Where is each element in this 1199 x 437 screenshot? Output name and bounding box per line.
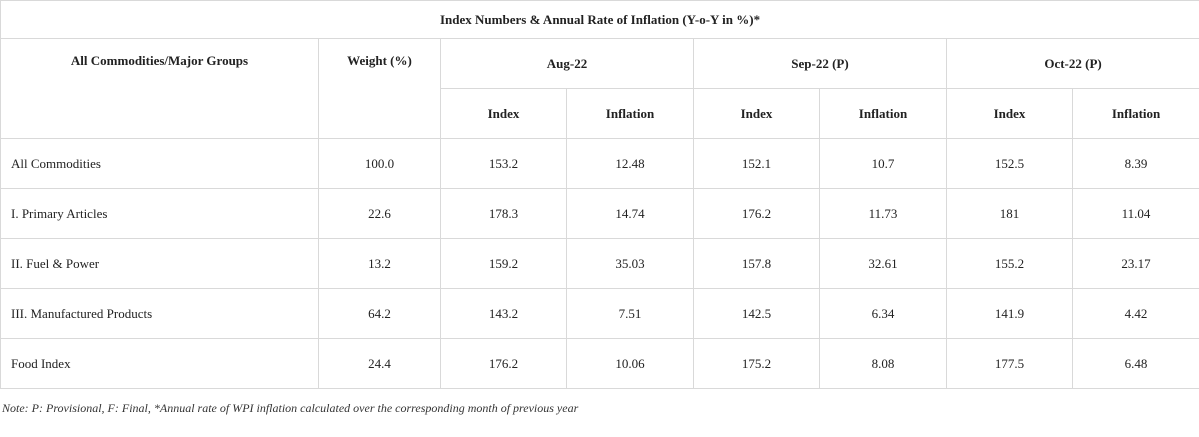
aug-index-cell: 159.2 bbox=[440, 238, 567, 289]
oct-index-cell: 181 bbox=[946, 188, 1073, 239]
aug-inflation-cell: 12.48 bbox=[566, 138, 694, 189]
aug-inflation-cell: 14.74 bbox=[566, 188, 694, 239]
row-label: II. Fuel & Power bbox=[0, 238, 319, 289]
row-label: I. Primary Articles bbox=[0, 188, 319, 239]
aug-index-cell: 176.2 bbox=[440, 338, 567, 389]
oct-inflation-cell: 23.17 bbox=[1071, 238, 1199, 289]
groups-column-header: All Commodities/Major Groups bbox=[0, 38, 319, 139]
aug-index-header: Index bbox=[440, 88, 567, 139]
oct-index-cell: 177.5 bbox=[946, 338, 1073, 389]
sep-inflation-cell: 11.73 bbox=[819, 188, 947, 239]
row-label: Food Index bbox=[0, 338, 319, 389]
row-label: All Commodities bbox=[0, 138, 319, 189]
period-header-aug: Aug-22 bbox=[440, 38, 694, 89]
aug-inflation-cell: 35.03 bbox=[566, 238, 694, 289]
aug-index-cell: 178.3 bbox=[440, 188, 567, 239]
weight-cell: 100.0 bbox=[318, 138, 441, 189]
sep-index-cell: 142.5 bbox=[693, 288, 820, 339]
table-title: Index Numbers & Annual Rate of Inflation… bbox=[0, 0, 1199, 39]
aug-index-cell: 143.2 bbox=[440, 288, 567, 339]
oct-index-header: Index bbox=[946, 88, 1073, 139]
period-header-sep: Sep-22 (P) bbox=[693, 38, 947, 89]
sep-inflation-cell: 6.34 bbox=[819, 288, 947, 339]
aug-inflation-cell: 7.51 bbox=[566, 288, 694, 339]
weight-cell: 64.2 bbox=[318, 288, 441, 339]
sep-index-header: Index bbox=[693, 88, 820, 139]
wpi-inflation-table: Index Numbers & Annual Rate of Inflation… bbox=[0, 0, 1199, 389]
sep-inflation-cell: 8.08 bbox=[819, 338, 947, 389]
weight-cell: 24.4 bbox=[318, 338, 441, 389]
table-row-manufactured-products: III. Manufactured Products 64.2 143.2 7.… bbox=[0, 288, 1199, 339]
oct-index-cell: 141.9 bbox=[946, 288, 1073, 339]
sep-inflation-header: Inflation bbox=[819, 88, 947, 139]
oct-inflation-header: Inflation bbox=[1071, 88, 1199, 139]
sep-index-cell: 176.2 bbox=[693, 188, 820, 239]
oct-inflation-cell: 11.04 bbox=[1071, 188, 1199, 239]
aug-index-cell: 153.2 bbox=[440, 138, 567, 189]
oct-inflation-cell: 6.48 bbox=[1071, 338, 1199, 389]
table-row-fuel-power: II. Fuel & Power 13.2 159.2 35.03 157.8 … bbox=[0, 238, 1199, 289]
sep-index-cell: 175.2 bbox=[693, 338, 820, 389]
sep-inflation-cell: 32.61 bbox=[819, 238, 947, 289]
table-row-food-index: Food Index 24.4 176.2 10.06 175.2 8.08 1… bbox=[0, 338, 1199, 389]
oct-inflation-cell: 4.42 bbox=[1071, 288, 1199, 339]
table-row-all-commodities: All Commodities 100.0 153.2 12.48 152.1 … bbox=[0, 138, 1199, 189]
sep-index-cell: 152.1 bbox=[693, 138, 820, 189]
aug-inflation-cell: 10.06 bbox=[566, 338, 694, 389]
sep-inflation-cell: 10.7 bbox=[819, 138, 947, 189]
oct-index-cell: 152.5 bbox=[946, 138, 1073, 189]
oct-inflation-cell: 8.39 bbox=[1071, 138, 1199, 189]
oct-index-cell: 155.2 bbox=[946, 238, 1073, 289]
weight-cell: 13.2 bbox=[318, 238, 441, 289]
weight-column-header: Weight (%) bbox=[318, 38, 441, 139]
weight-cell: 22.6 bbox=[318, 188, 441, 239]
aug-inflation-header: Inflation bbox=[566, 88, 694, 139]
table-footnote: Note: P: Provisional, F: Final, *Annual … bbox=[2, 401, 579, 415]
table-row-primary-articles: I. Primary Articles 22.6 178.3 14.74 176… bbox=[0, 188, 1199, 239]
row-label: III. Manufactured Products bbox=[0, 288, 319, 339]
sep-index-cell: 157.8 bbox=[693, 238, 820, 289]
period-header-oct: Oct-22 (P) bbox=[945, 38, 1199, 89]
